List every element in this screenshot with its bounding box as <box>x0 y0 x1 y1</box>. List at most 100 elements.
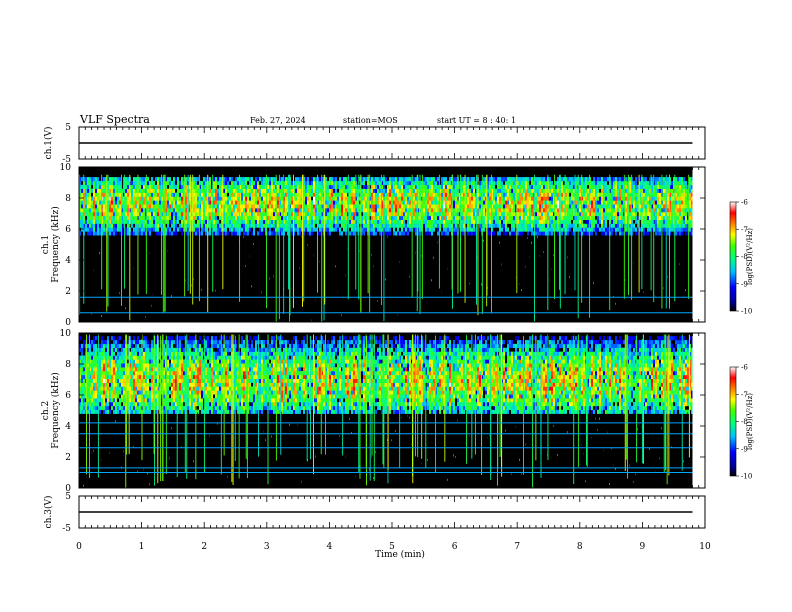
ch1-spectrogram-speck <box>551 268 552 271</box>
ch1-spectrogram-cell <box>243 204 245 209</box>
ch1-spectrogram-cell <box>99 215 101 220</box>
ch1-spectrogram-cell <box>173 180 175 186</box>
ch1-spectrogram-cell <box>387 223 389 228</box>
ch1-spectrogram-cell <box>435 192 437 197</box>
ch1-spectrogram-cell <box>251 223 253 228</box>
ch1-spectrogram-cell <box>471 177 473 182</box>
ch1-spectrogram-cell <box>261 211 263 217</box>
ch1-spectrogram-cell <box>645 215 647 220</box>
ch1-spectrogram-cell <box>161 211 163 217</box>
ch1-spectrogram-cell <box>611 231 613 236</box>
ch1-spectrogram-cell <box>97 219 99 224</box>
ch1-spectrogram-cell <box>429 192 431 197</box>
ch1-spectrogram-cell <box>399 215 401 220</box>
ch1-spectrogram-cell <box>165 219 167 224</box>
ch1-spectrogram-cell <box>235 184 237 189</box>
ch1-spectrogram-cell <box>659 231 661 236</box>
ch1-spectrogram-cell <box>175 211 177 217</box>
ch1-spectrogram-cell <box>479 204 481 209</box>
ch1-spectrogram-cell <box>687 231 689 236</box>
ch1-spectrogram-cell <box>441 196 443 201</box>
ch1-spectrogram-cell <box>173 227 175 232</box>
ch1-spectrogram-cell <box>423 177 425 182</box>
ch1-spectrogram-cell <box>527 200 529 205</box>
ch1-spectrogram-cell <box>161 215 163 220</box>
ch1-spectrogram-cell <box>637 204 639 209</box>
ch1-spectrogram-cell <box>261 219 263 224</box>
ch1-spectrogram-cell <box>561 192 563 197</box>
ch1-spectrogram-cell <box>423 223 425 228</box>
ch1-spectrogram-cell <box>115 192 117 197</box>
ch1-spectrogram-cell <box>571 192 573 197</box>
ch1-spectrogram-cell <box>91 196 93 201</box>
ch1-spectrogram-cell <box>503 223 505 228</box>
ch1-spectrogram-cell <box>447 223 449 228</box>
ch1-spectrogram-cell <box>691 211 693 217</box>
ch1-spectrogram-cell <box>505 188 507 193</box>
ch1-spectrogram-cell <box>453 184 455 189</box>
ch1-spectrogram-cell <box>231 227 233 232</box>
ch1-spectrogram-cell <box>247 200 249 205</box>
ch1-spectrogram-cell <box>261 231 263 236</box>
ch1-spectrogram-cell <box>313 177 315 182</box>
ch1-spectrogram-cell <box>113 200 115 205</box>
ch1-spectrogram-cell <box>651 200 653 205</box>
ch1-spectrogram-cell <box>329 196 331 201</box>
ch1-spectrogram-cell <box>521 231 523 236</box>
ch1-spectrogram-cell <box>315 219 317 224</box>
ch1-spectrogram-cell <box>81 200 83 205</box>
ch1-spectrogram-cell <box>453 227 455 232</box>
ch1-spectrogram-cell <box>309 192 311 197</box>
ch1-spectrogram-cell <box>517 231 519 236</box>
ch1-spectrogram-cell <box>375 188 377 193</box>
ch1-spectrogram-cell <box>113 184 115 189</box>
ch1-spectrogram-cell <box>335 227 337 232</box>
ch1-spectrogram-cell <box>625 200 627 205</box>
ch1-spectrogram-cell <box>643 184 645 189</box>
ch1-spectrogram-cell <box>241 211 243 217</box>
ch1-spectrogram-cell <box>597 219 599 224</box>
ch1-spectrogram-cell <box>351 192 353 197</box>
ch1-spectrogram-cell <box>557 196 559 201</box>
ch1-spectrogram-cell <box>563 192 565 197</box>
ch1-spectrogram-cell <box>439 184 441 189</box>
ch1-spectrogram-cell <box>389 184 391 189</box>
ch1-spectrogram-cell <box>263 215 265 220</box>
ch1-spectrogram-cell <box>139 204 141 209</box>
ch1-spectrogram-cell <box>149 227 151 232</box>
ch1-spectrogram-cell <box>237 227 239 232</box>
ch1-spectrogram-cell <box>177 184 179 189</box>
ch1-spectrogram-cell <box>511 204 513 209</box>
ch1-spectrogram-cell <box>371 177 373 182</box>
ch1-spectrogram-cell <box>529 208 531 213</box>
ch1-spectrogram-cell <box>571 184 573 189</box>
ch1-spectrogram-cell <box>307 177 309 182</box>
ch1-spectrogram-cell <box>89 223 91 228</box>
ch1-spectrogram-cell <box>605 204 607 209</box>
ch1-spectrogram-cell <box>197 208 199 213</box>
ch1-spectrogram-cell <box>343 227 345 232</box>
ch1-spectrogram-cell <box>497 223 499 228</box>
ch1-spectrogram-cell <box>233 196 235 201</box>
ch1-spectrogram-cell <box>295 196 297 201</box>
ch1-spectrogram-cell <box>135 227 137 232</box>
ch1-spectrogram-cell <box>165 192 167 197</box>
ch1-spectrogram-cell <box>171 211 173 217</box>
ch1-spectrogram-cell <box>611 219 613 224</box>
ch1-spectrogram-cell <box>493 231 495 236</box>
ch1-spectrogram-cell <box>571 188 573 193</box>
ch1-spectrogram-cell <box>339 188 341 193</box>
ch1-spectrogram-cell <box>291 215 293 220</box>
ch1-spectrogram-cell <box>99 204 101 209</box>
ch1-spectrogram-cell <box>213 188 215 193</box>
ch1-spectrogram-cell <box>273 184 275 189</box>
ch1-spectrogram-cell <box>305 219 307 224</box>
ch1-spectrogram-cell <box>337 196 339 201</box>
ch1-spectrogram-cell <box>615 219 617 224</box>
ch1-spectrogram-cell <box>605 227 607 232</box>
ch1-spectrogram-cell <box>121 223 123 228</box>
ch1-spectrogram-cell <box>455 196 457 201</box>
ch1-spectrogram-cell <box>229 192 231 197</box>
ch1-spectrogram-cell <box>271 196 273 201</box>
ch1-spectrogram-cell <box>603 223 605 228</box>
